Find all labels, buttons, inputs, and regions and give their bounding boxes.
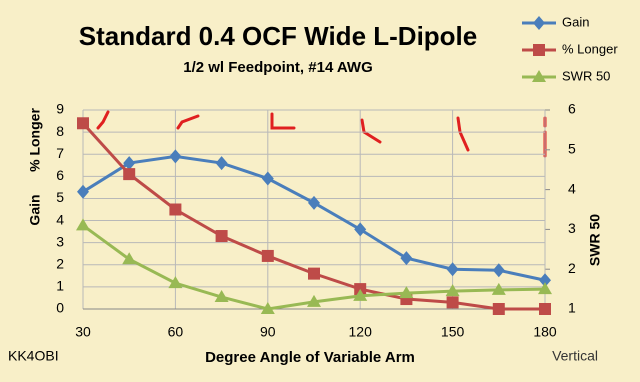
marker xyxy=(169,149,182,164)
marker xyxy=(492,303,505,315)
marker xyxy=(77,184,89,199)
marker xyxy=(261,171,274,186)
x-tick-label: 180 xyxy=(533,324,557,340)
y-tick-label: 2 xyxy=(56,255,64,271)
y2-tick-label: 2 xyxy=(568,260,576,276)
marker xyxy=(261,249,274,262)
marker xyxy=(533,16,545,30)
marker xyxy=(168,276,183,289)
y-axis-label: % Longer xyxy=(27,108,43,172)
marker xyxy=(539,273,551,288)
y-tick-label: 4 xyxy=(56,211,64,227)
y-tick-label: 6 xyxy=(56,167,64,183)
y-tick-label: 1 xyxy=(56,278,64,294)
marker xyxy=(260,302,275,314)
marker xyxy=(354,222,367,237)
y2-tick-label: 4 xyxy=(568,180,576,196)
y-tick-label: 7 xyxy=(56,145,64,161)
marker xyxy=(533,44,545,56)
marker xyxy=(399,286,414,299)
marker xyxy=(446,262,459,277)
y-axis-label: Gain xyxy=(27,194,43,225)
legend-label: % Longer xyxy=(562,41,618,56)
annotation: KK4OBI xyxy=(8,348,59,364)
marker xyxy=(214,290,229,303)
marker xyxy=(446,296,459,309)
marker xyxy=(491,282,506,295)
y-tick-label: 3 xyxy=(56,233,64,249)
y-tick-label: 8 xyxy=(56,123,64,139)
marker xyxy=(122,252,137,265)
marker xyxy=(215,156,228,171)
y2-tick-label: 3 xyxy=(568,220,576,236)
marker xyxy=(445,284,460,297)
marker xyxy=(308,195,320,210)
chart-subtitle: 1/2 wl Feedpoint, #14 AWG xyxy=(183,59,373,76)
y2-tick-label: 5 xyxy=(568,141,576,157)
y2-tick-label: 1 xyxy=(568,300,576,316)
x-tick-label: 120 xyxy=(349,324,373,340)
marker xyxy=(123,168,136,181)
annotation: Vertical xyxy=(552,348,598,364)
legend-label: Gain xyxy=(562,14,589,29)
y-tick-label: 5 xyxy=(56,189,64,205)
marker xyxy=(123,156,136,171)
x-tick-label: 30 xyxy=(75,324,91,340)
x-tick-label: 60 xyxy=(168,324,184,340)
marker xyxy=(308,267,320,280)
marker xyxy=(215,230,228,243)
x-tick-label: 90 xyxy=(260,324,276,340)
y2-tick-label: 6 xyxy=(568,101,576,117)
x-tick-label: 150 xyxy=(441,324,465,340)
marker xyxy=(76,218,90,231)
legend-label: SWR 50 xyxy=(562,68,610,83)
marker xyxy=(400,251,413,266)
marker xyxy=(532,70,546,82)
y2-axis-label: SWR 50 xyxy=(587,214,603,266)
marker xyxy=(77,117,89,130)
marker xyxy=(353,288,368,301)
marker xyxy=(538,282,552,295)
chart-title: Standard 0.4 OCF Wide L-Dipole xyxy=(79,21,477,51)
x-axis-label: Degree Angle of Variable Arm xyxy=(205,349,415,366)
y-tick-label: 9 xyxy=(56,101,64,117)
marker xyxy=(539,303,551,315)
marker xyxy=(169,203,182,216)
marker xyxy=(492,263,505,278)
y-tick-label: 0 xyxy=(56,300,64,316)
marker xyxy=(307,294,321,307)
